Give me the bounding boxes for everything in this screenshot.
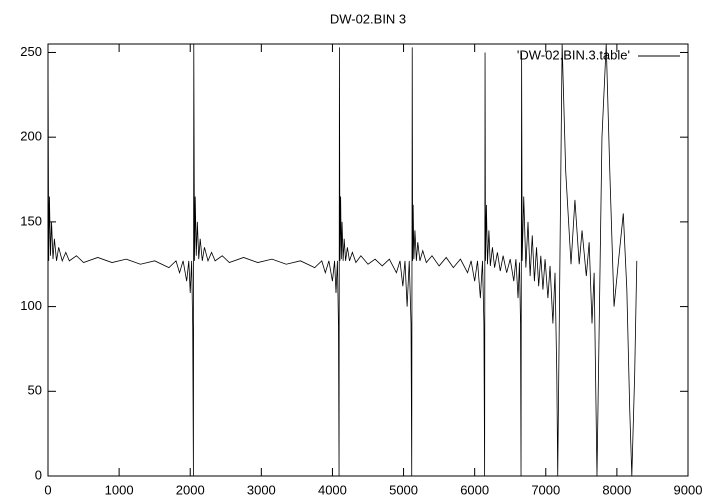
data-line xyxy=(47,43,638,477)
y-tick-label: 50 xyxy=(28,383,42,398)
x-tick-label: 9000 xyxy=(674,482,703,497)
y-tick-label: 200 xyxy=(20,129,42,144)
x-tick-label: 6000 xyxy=(460,482,489,497)
x-tick-label: 3000 xyxy=(247,482,276,497)
x-tick-label: 1000 xyxy=(105,482,134,497)
y-tick-label: 0 xyxy=(35,467,42,482)
y-tick-label: 100 xyxy=(20,298,42,313)
x-tick-label: 0 xyxy=(44,482,51,497)
chart-title: DW-02.BIN 3 xyxy=(330,11,406,26)
y-tick-label: 150 xyxy=(20,213,42,228)
x-tick-label: 5000 xyxy=(389,482,418,497)
x-tick-label: 2000 xyxy=(176,482,205,497)
y-tick-label: 250 xyxy=(20,44,42,59)
x-tick-label: 7000 xyxy=(531,482,560,497)
plot-border xyxy=(47,43,689,477)
x-tick-label: 4000 xyxy=(318,482,347,497)
legend-label: 'DW-02.BIN.3.table' xyxy=(517,47,630,62)
x-tick-label: 8000 xyxy=(602,482,631,497)
